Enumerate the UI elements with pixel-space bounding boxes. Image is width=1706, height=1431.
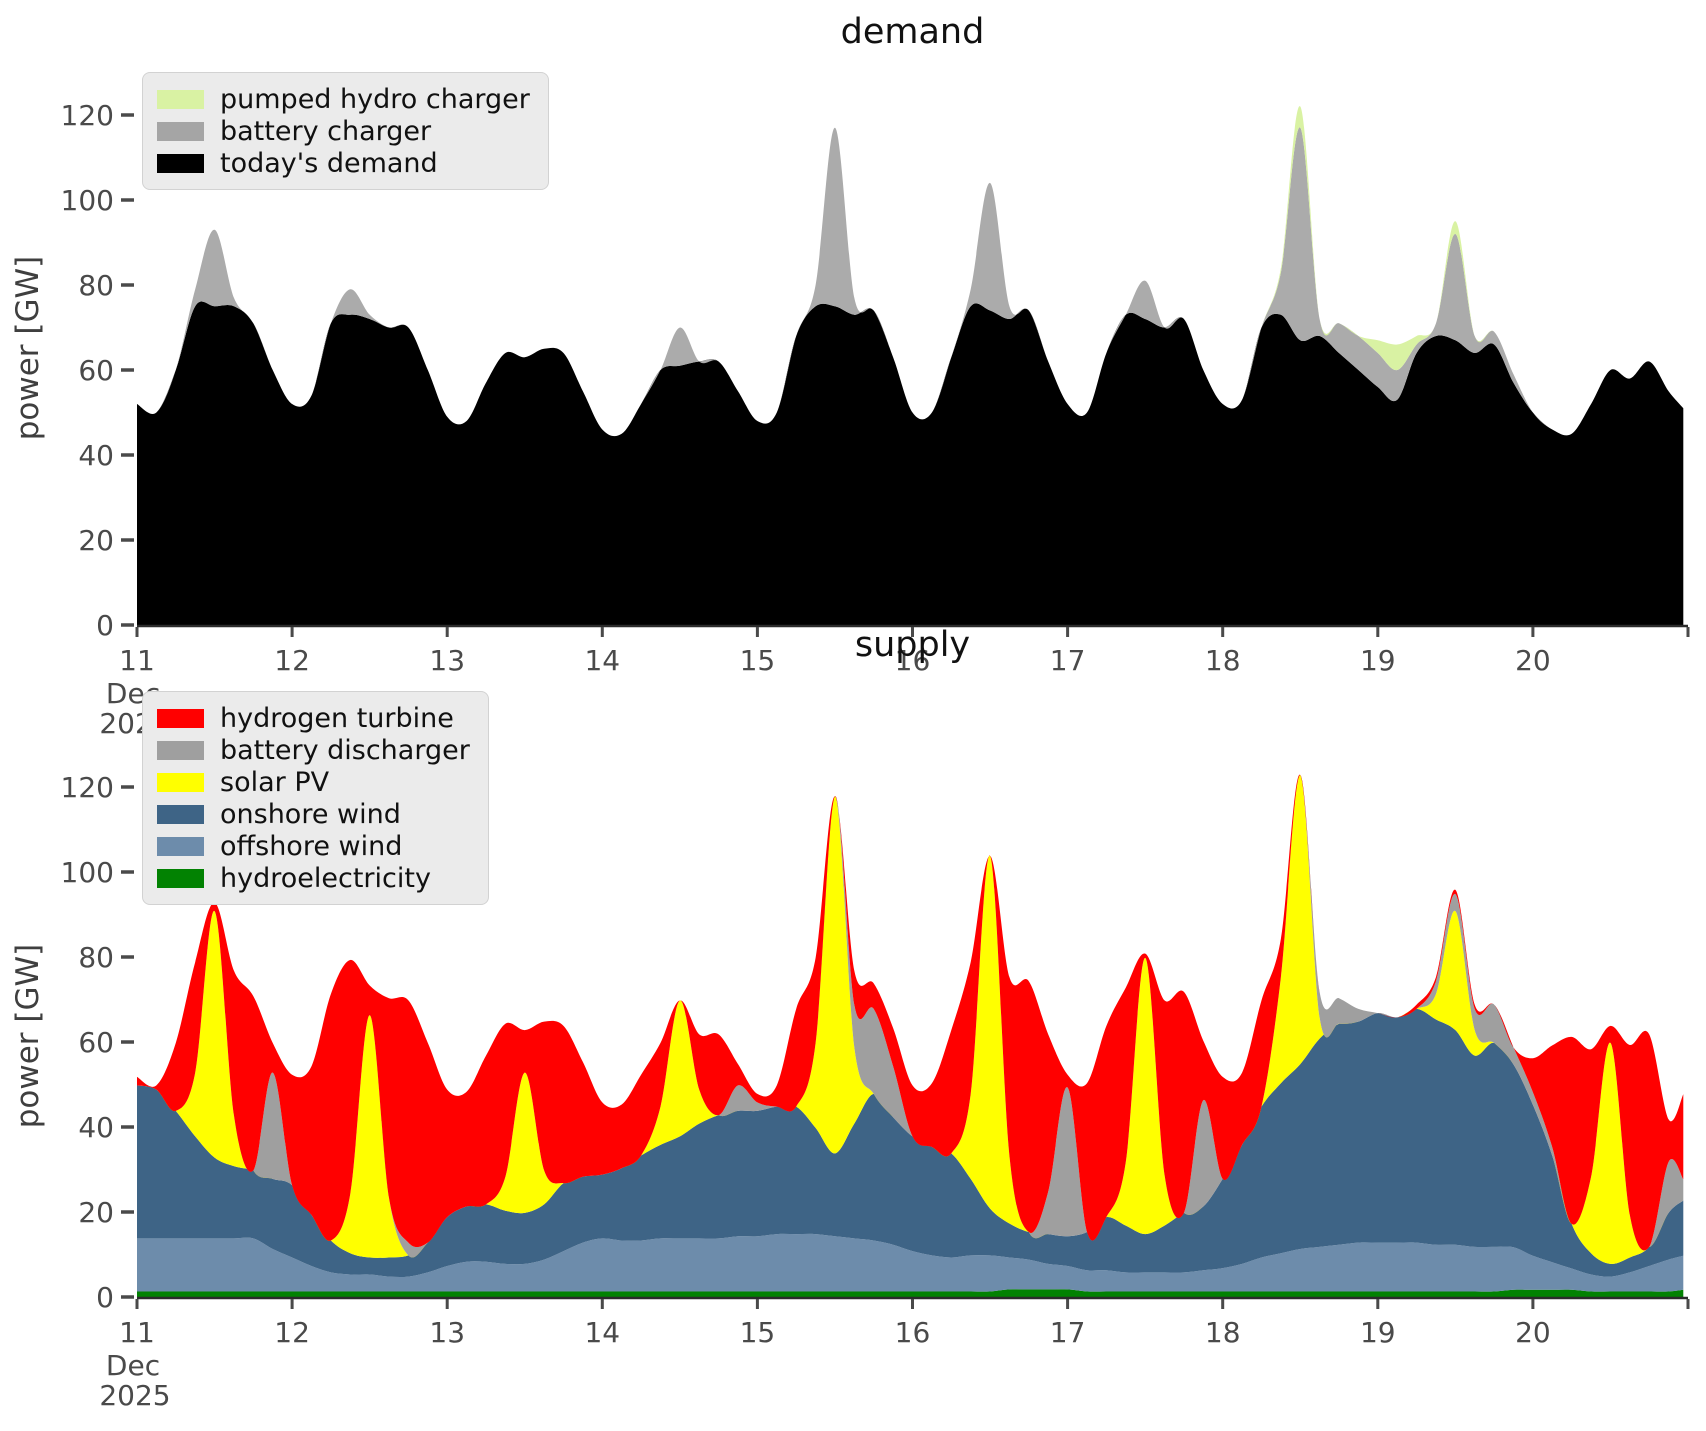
x-tick-label: 18	[1205, 644, 1241, 677]
legend-label: battery discharger	[220, 734, 470, 766]
x-tick-label: 11	[119, 644, 155, 677]
x-tick-label: 19	[1360, 644, 1396, 677]
y-tick-label: 40	[78, 439, 114, 472]
legend-label: battery charger	[220, 115, 432, 147]
supply-y-axis-label: power [GW]	[10, 943, 46, 1129]
x-tick-label: 13	[429, 644, 465, 677]
legend-label: hydrogen turbine	[220, 702, 454, 734]
supply-legend: hydrogen turbine battery discharger solar …	[142, 691, 489, 905]
y-tick-label: 0	[96, 1281, 114, 1314]
demand-legend: pumped hydro charger battery charger today…	[142, 72, 549, 190]
legend-item-pumped-hydro-charger: pumped hydro charger	[157, 83, 530, 115]
legend-item-hydrogen-turbine: hydrogen turbine	[157, 702, 470, 734]
supply-chart-title: supply	[854, 625, 971, 665]
x-tick-label: 17	[1050, 644, 1086, 677]
x-tick-label: 15	[740, 644, 776, 677]
y-tick-label: 100	[61, 856, 114, 889]
legend-label: onshore wind	[220, 798, 401, 830]
y-tick-label: 20	[78, 524, 114, 557]
demand-chart-title: demand	[840, 12, 985, 52]
x-tick-label: 12	[274, 644, 310, 677]
y-tick-label: 80	[78, 941, 114, 974]
x-tick-label: 13	[429, 1316, 465, 1349]
x-tick-label: 16	[895, 644, 931, 677]
y-tick-label: 40	[78, 1111, 114, 1144]
x-tick-label: 15	[740, 1316, 776, 1349]
today-s-demand-swatch-icon	[157, 153, 204, 173]
x-tick-label: 11	[119, 1316, 155, 1349]
legend-item-onshore-wind: onshore wind	[157, 798, 470, 830]
legend-item-offshore-wind: offshore wind	[157, 830, 470, 862]
y-tick-label: 120	[61, 99, 114, 132]
legend-item-solar-pv: solar PV	[157, 766, 470, 798]
demand-y-axis-label: power [GW]	[10, 255, 46, 441]
legend-item-today-s-demand: today's demand	[157, 147, 530, 179]
y-tick-label: 20	[78, 1196, 114, 1229]
y-tick-label: 60	[78, 354, 114, 387]
legend-label: today's demand	[220, 147, 438, 179]
hydrogen-turbine-swatch-icon	[157, 708, 204, 728]
y-tick-label: 60	[78, 1026, 114, 1059]
area-battery-charger	[137, 127, 1684, 437]
onshore-wind-swatch-icon	[157, 804, 204, 824]
area-onshore-wind	[137, 1008, 1684, 1278]
x-tick-label: 20	[1515, 644, 1551, 677]
legend-item-hydroelectricity: hydroelectricity	[157, 862, 470, 894]
x-tick-label: 16	[895, 1316, 931, 1349]
x-axis-month-label: Dec	[106, 1349, 160, 1382]
x-tick-label: 17	[1050, 1316, 1086, 1349]
y-tick-label: 120	[61, 771, 114, 804]
x-tick-label: 19	[1360, 1316, 1396, 1349]
y-tick-label: 0	[96, 609, 114, 642]
legend-label: solar PV	[220, 766, 330, 798]
legend-label: hydroelectricity	[220, 862, 431, 894]
area-hydroelectricity	[137, 1289, 1684, 1297]
y-tick-label: 100	[61, 184, 114, 217]
hydroelectricity-swatch-icon	[157, 868, 204, 888]
legend-label: pumped hydro charger	[220, 83, 530, 115]
area-solar-pv	[137, 774, 1684, 1264]
area-offshore-wind	[137, 1233, 1684, 1292]
offshore-wind-swatch-icon	[157, 836, 204, 856]
legend-item-battery-discharger: battery discharger	[157, 734, 470, 766]
x-tick-label: 20	[1515, 1316, 1551, 1349]
solar-pv-swatch-icon	[157, 772, 204, 792]
area-today-s-demand	[137, 301, 1684, 625]
legend-item-battery-charger: battery charger	[157, 115, 530, 147]
battery-discharger-swatch-icon	[157, 740, 204, 760]
x-axis-year-label: 2025	[99, 1379, 170, 1412]
x-tick-label: 12	[274, 1316, 310, 1349]
battery-charger-swatch-icon	[157, 121, 204, 141]
pumped-hydro-charger-swatch-icon	[157, 89, 204, 109]
legend-label: offshore wind	[220, 830, 403, 862]
x-tick-label: 18	[1205, 1316, 1241, 1349]
x-tick-label: 14	[584, 644, 620, 677]
y-tick-label: 80	[78, 269, 114, 302]
x-tick-label: 14	[584, 1316, 620, 1349]
